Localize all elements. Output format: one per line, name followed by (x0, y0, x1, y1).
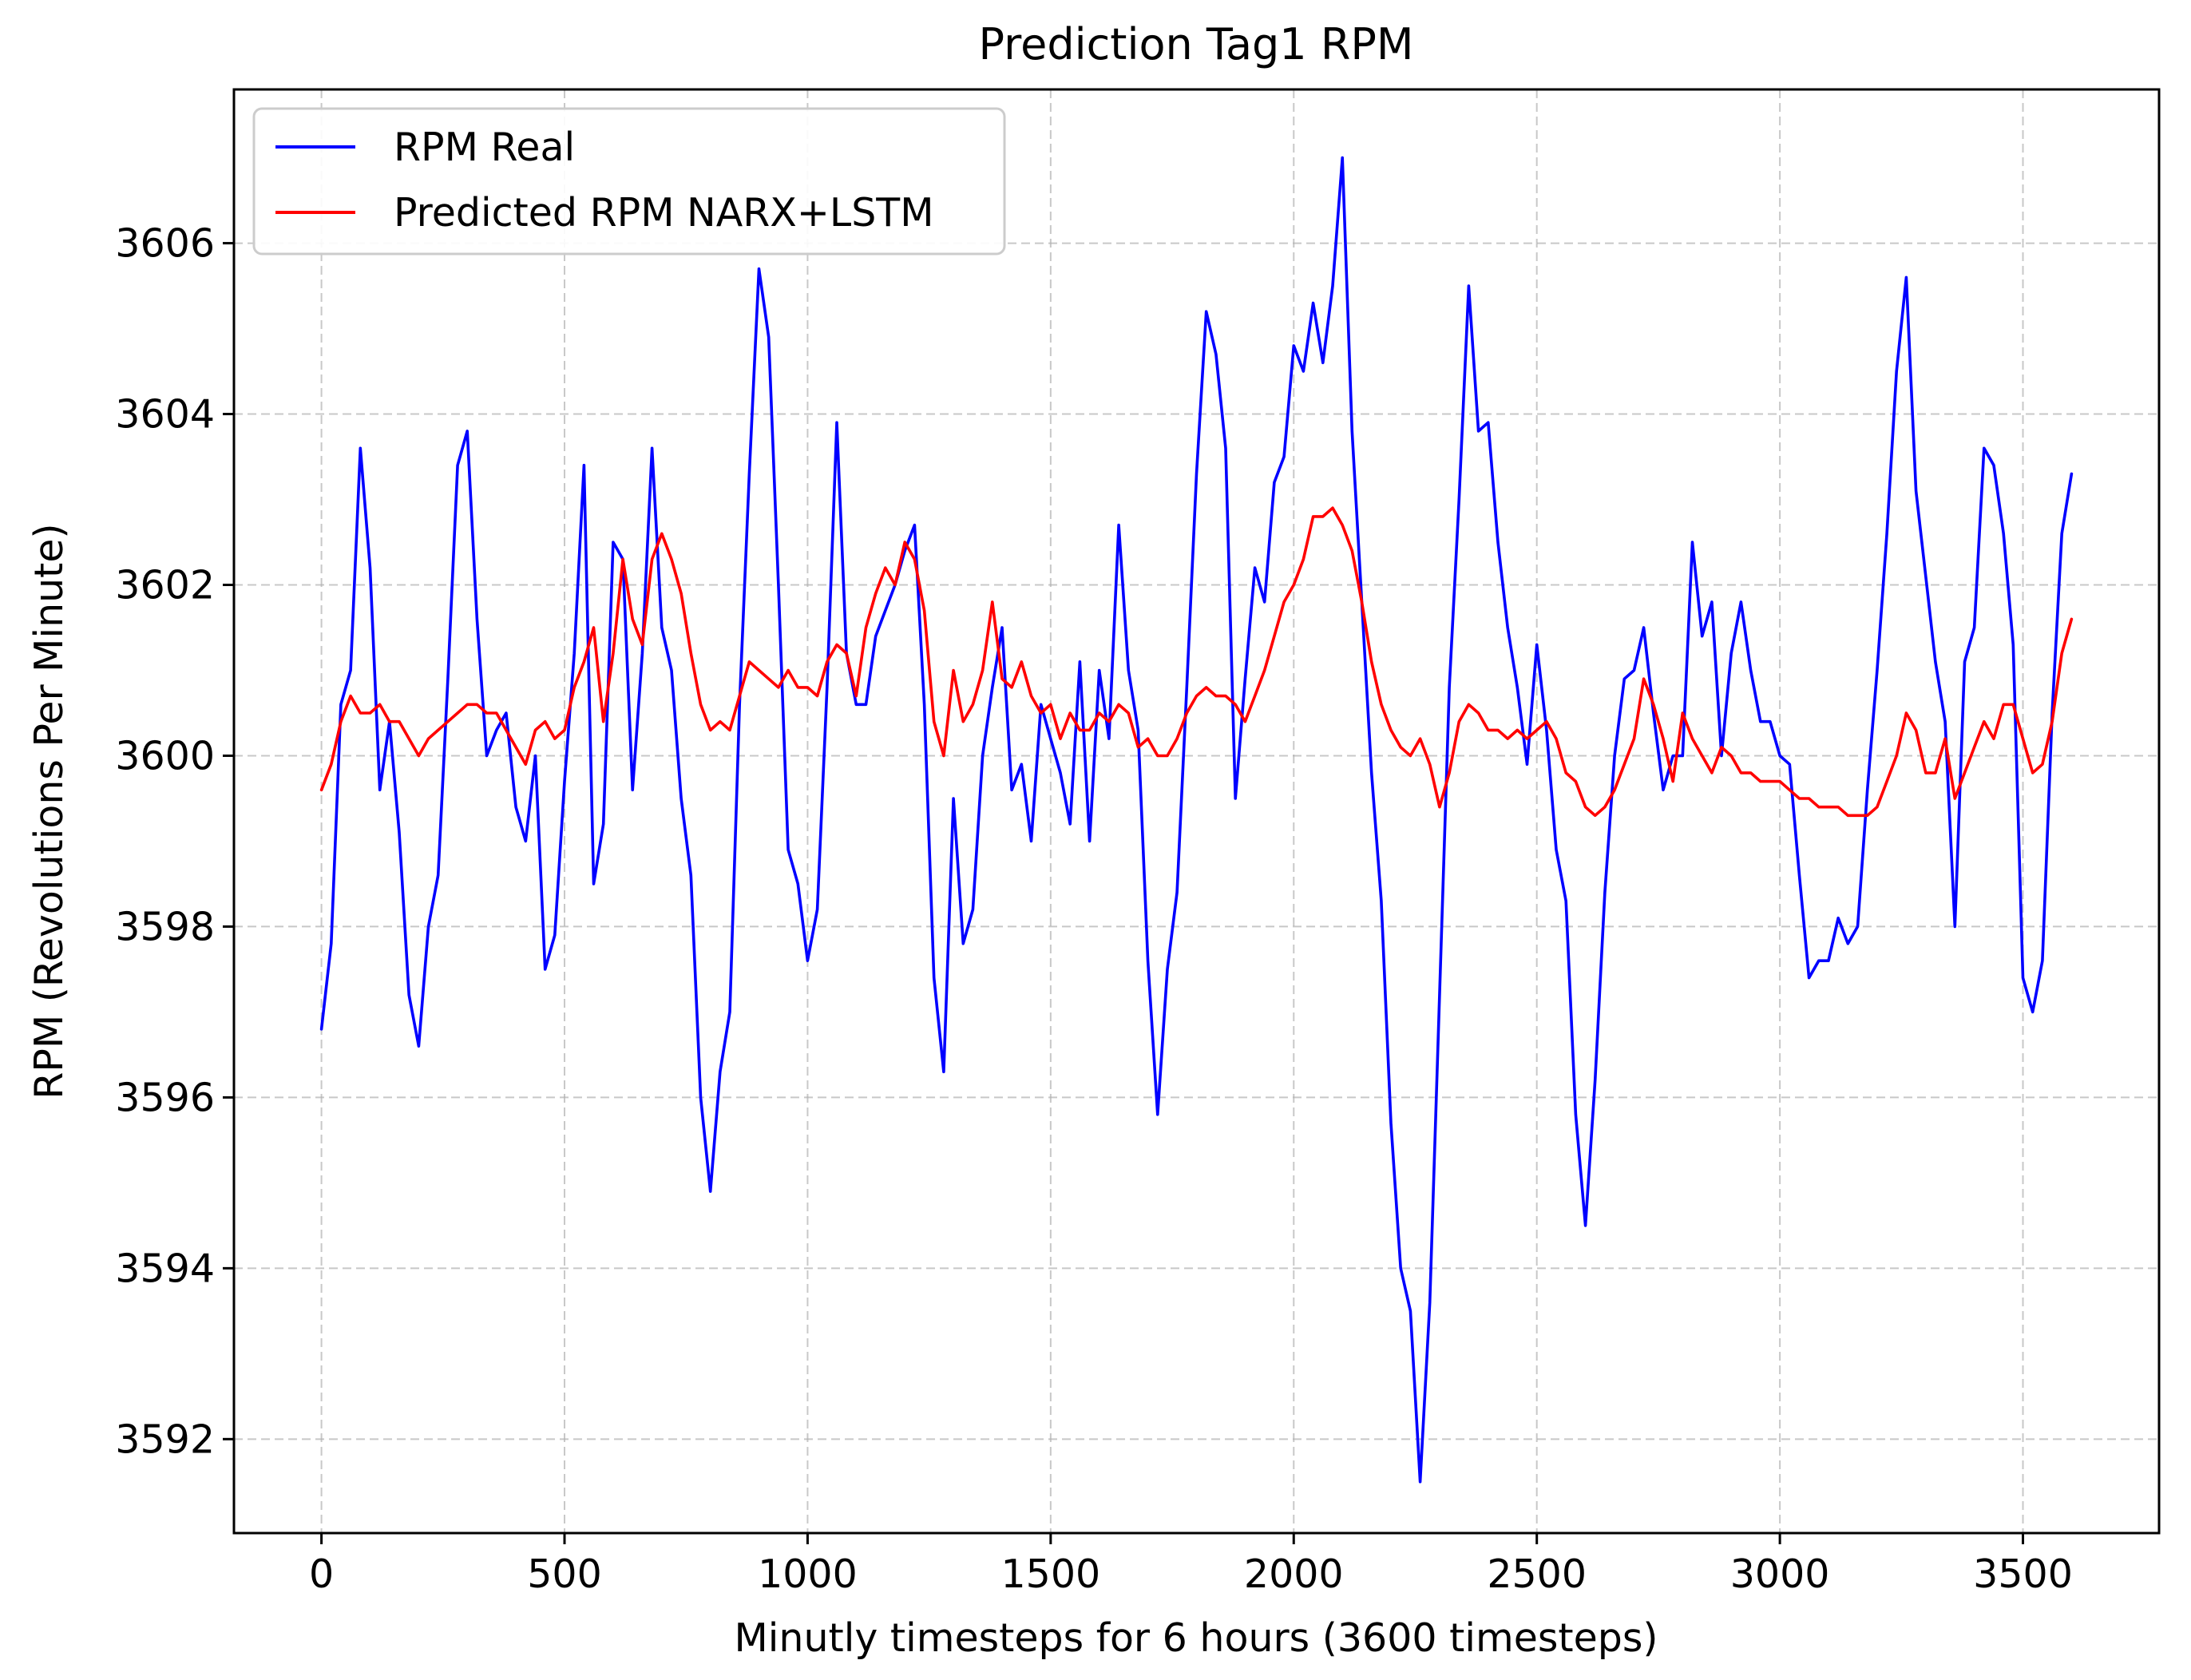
y-tick-label: 3602 (115, 562, 215, 608)
y-axis: 3592 3594 3596 3598 3600 3602 3604 3606 (115, 221, 234, 1462)
y-tick-label: 3594 (115, 1246, 215, 1291)
grid (234, 89, 2159, 1533)
legend-box (252, 107, 1006, 256)
x-tick-label: 0 (309, 1551, 334, 1597)
y-tick-label: 3604 (115, 392, 215, 438)
plot-area-frame (232, 88, 2161, 1535)
x-tick-label: 3000 (1730, 1551, 1830, 1597)
chart-title: Prediction Tag1 RPM (978, 19, 1413, 69)
y-tick-label: 3596 (115, 1075, 215, 1120)
x-axis-label: Minutly timesteps for 6 hours (3600 time… (735, 1615, 1658, 1661)
x-tick-label: 1500 (1000, 1551, 1100, 1597)
x-axis: 0 500 1000 1500 2000 2500 3000 3500 (309, 1533, 2073, 1597)
y-axis-label: RPM (Revolutions Per Minute) (26, 523, 72, 1099)
legend-label-rpm-real: RPM Real (394, 125, 575, 170)
legend-label-predicted-rpm: Predicted RPM NARX+LSTM (394, 190, 934, 236)
legend: RPM Real Predicted RPM NARX+LSTM (252, 107, 1006, 256)
y-tick-label: 3606 (115, 221, 215, 267)
series-line-predicted-rpm (319, 506, 2074, 818)
x-tick-label: 2500 (1487, 1551, 1587, 1597)
x-tick-label: 1000 (758, 1551, 858, 1597)
y-tick-label: 3598 (115, 904, 215, 949)
x-tick-label: 3500 (1973, 1551, 2073, 1597)
y-tick-label: 3600 (115, 733, 215, 779)
plot-series (319, 156, 2074, 1484)
x-tick-label: 2000 (1244, 1551, 1344, 1597)
y-tick-label: 3592 (115, 1417, 215, 1462)
series-line-rpm-real (319, 156, 2074, 1484)
x-tick-label: 500 (527, 1551, 602, 1597)
